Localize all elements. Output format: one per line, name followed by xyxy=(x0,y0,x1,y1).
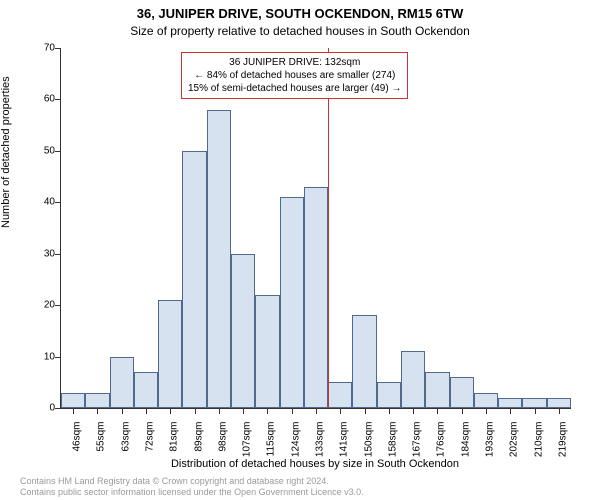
histogram-bar xyxy=(110,357,134,408)
x-tick-label: 184sqm xyxy=(460,422,471,458)
histogram-bar xyxy=(352,315,376,408)
x-tick-label: 89sqm xyxy=(193,422,204,452)
x-axis-label: Distribution of detached houses by size … xyxy=(60,458,570,470)
y-tick-label: 60 xyxy=(44,94,55,105)
x-tick xyxy=(340,408,341,414)
y-tick-label: 40 xyxy=(44,197,55,208)
y-tick xyxy=(55,305,61,306)
y-tick xyxy=(55,357,61,358)
histogram-bar xyxy=(425,372,449,408)
y-tick xyxy=(55,254,61,255)
y-tick xyxy=(55,48,61,49)
callout-line: 15% of semi-detached houses are larger (… xyxy=(188,82,401,95)
footer-line-1: Contains HM Land Registry data © Crown c… xyxy=(20,476,364,487)
x-tick xyxy=(486,408,487,414)
x-tick-label: 141sqm xyxy=(339,422,350,458)
x-tick-label: 115sqm xyxy=(266,422,277,457)
y-tick xyxy=(55,151,61,152)
histogram-bar xyxy=(522,398,546,408)
x-tick-label: 150sqm xyxy=(363,422,374,458)
histogram-bar xyxy=(547,398,571,408)
footer-line-2: Contains public sector information licen… xyxy=(20,487,364,498)
histogram-bar xyxy=(85,393,109,408)
histogram-bar xyxy=(231,254,255,408)
chart-title-sub: Size of property relative to detached ho… xyxy=(0,24,600,38)
x-tick xyxy=(122,408,123,414)
y-tick-label: 70 xyxy=(44,43,55,54)
histogram-bar xyxy=(328,382,352,408)
x-tick xyxy=(146,408,147,414)
x-tick-label: 63sqm xyxy=(120,422,131,452)
x-tick xyxy=(73,408,74,414)
x-tick xyxy=(97,408,98,414)
x-tick xyxy=(219,408,220,414)
x-tick-label: 219sqm xyxy=(557,422,568,458)
chart-container: 36, JUNIPER DRIVE, SOUTH OCKENDON, RM15 … xyxy=(0,0,600,500)
histogram-bar xyxy=(498,398,522,408)
x-tick-label: 193sqm xyxy=(485,422,496,458)
histogram-bar xyxy=(255,295,279,408)
x-tick-label: 158sqm xyxy=(387,422,398,458)
chart-title-main: 36, JUNIPER DRIVE, SOUTH OCKENDON, RM15 … xyxy=(0,6,600,21)
x-tick xyxy=(170,408,171,414)
x-tick-label: 176sqm xyxy=(436,422,447,458)
y-tick xyxy=(55,202,61,203)
histogram-bar xyxy=(158,300,182,408)
x-tick xyxy=(437,408,438,414)
property-marker-line xyxy=(328,48,329,408)
x-tick xyxy=(316,408,317,414)
histogram-bar xyxy=(304,187,328,408)
x-tick-label: 202sqm xyxy=(509,422,520,458)
x-tick xyxy=(559,408,560,414)
x-tick xyxy=(292,408,293,414)
x-tick xyxy=(413,408,414,414)
x-tick xyxy=(462,408,463,414)
x-tick xyxy=(535,408,536,414)
x-tick-label: 46sqm xyxy=(72,422,83,452)
x-tick xyxy=(267,408,268,414)
x-tick xyxy=(195,408,196,414)
y-tick-label: 10 xyxy=(44,351,55,362)
histogram-bar xyxy=(134,372,158,408)
x-tick-label: 107sqm xyxy=(242,422,253,458)
footer-attribution: Contains HM Land Registry data © Crown c… xyxy=(20,476,364,499)
x-tick-label: 210sqm xyxy=(533,422,544,458)
histogram-bar xyxy=(61,393,85,408)
histogram-bar xyxy=(377,382,401,408)
y-tick-label: 30 xyxy=(44,248,55,259)
histogram-bar xyxy=(401,351,425,408)
x-tick-label: 81sqm xyxy=(169,422,180,452)
x-tick-label: 72sqm xyxy=(145,422,156,452)
y-tick-label: 0 xyxy=(49,403,55,414)
x-tick-label: 55sqm xyxy=(96,422,107,452)
y-tick xyxy=(55,99,61,100)
plot-area: 01020304050607046sqm55sqm63sqm72sqm81sqm… xyxy=(60,48,571,409)
y-tick-label: 50 xyxy=(44,145,55,156)
x-tick-label: 133sqm xyxy=(315,422,326,458)
x-tick xyxy=(243,408,244,414)
callout-line: ← 84% of detached houses are smaller (27… xyxy=(188,69,401,82)
y-axis-label: Number of detached properties xyxy=(0,76,12,228)
histogram-bar xyxy=(182,151,206,408)
callout-line: 36 JUNIPER DRIVE: 132sqm xyxy=(188,56,401,69)
x-tick xyxy=(389,408,390,414)
histogram-bar xyxy=(207,110,231,408)
x-tick-label: 124sqm xyxy=(290,422,301,458)
histogram-bar xyxy=(280,197,304,408)
histogram-bar xyxy=(474,393,498,408)
histogram-bar xyxy=(450,377,474,408)
x-tick-label: 167sqm xyxy=(412,422,423,458)
property-callout: 36 JUNIPER DRIVE: 132sqm← 84% of detache… xyxy=(181,52,408,99)
x-tick xyxy=(510,408,511,414)
y-tick-label: 20 xyxy=(44,300,55,311)
x-tick-label: 98sqm xyxy=(217,422,228,452)
y-tick xyxy=(55,408,61,409)
x-tick xyxy=(365,408,366,414)
